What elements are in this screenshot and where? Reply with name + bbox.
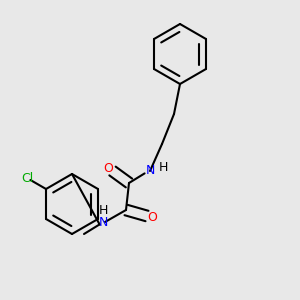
Text: Cl: Cl [21,172,34,185]
Text: H: H [99,204,108,217]
Text: O: O [103,162,113,175]
Text: O: O [148,211,157,224]
Text: N: N [146,164,155,178]
Text: H: H [159,161,168,175]
Text: N: N [99,215,108,229]
